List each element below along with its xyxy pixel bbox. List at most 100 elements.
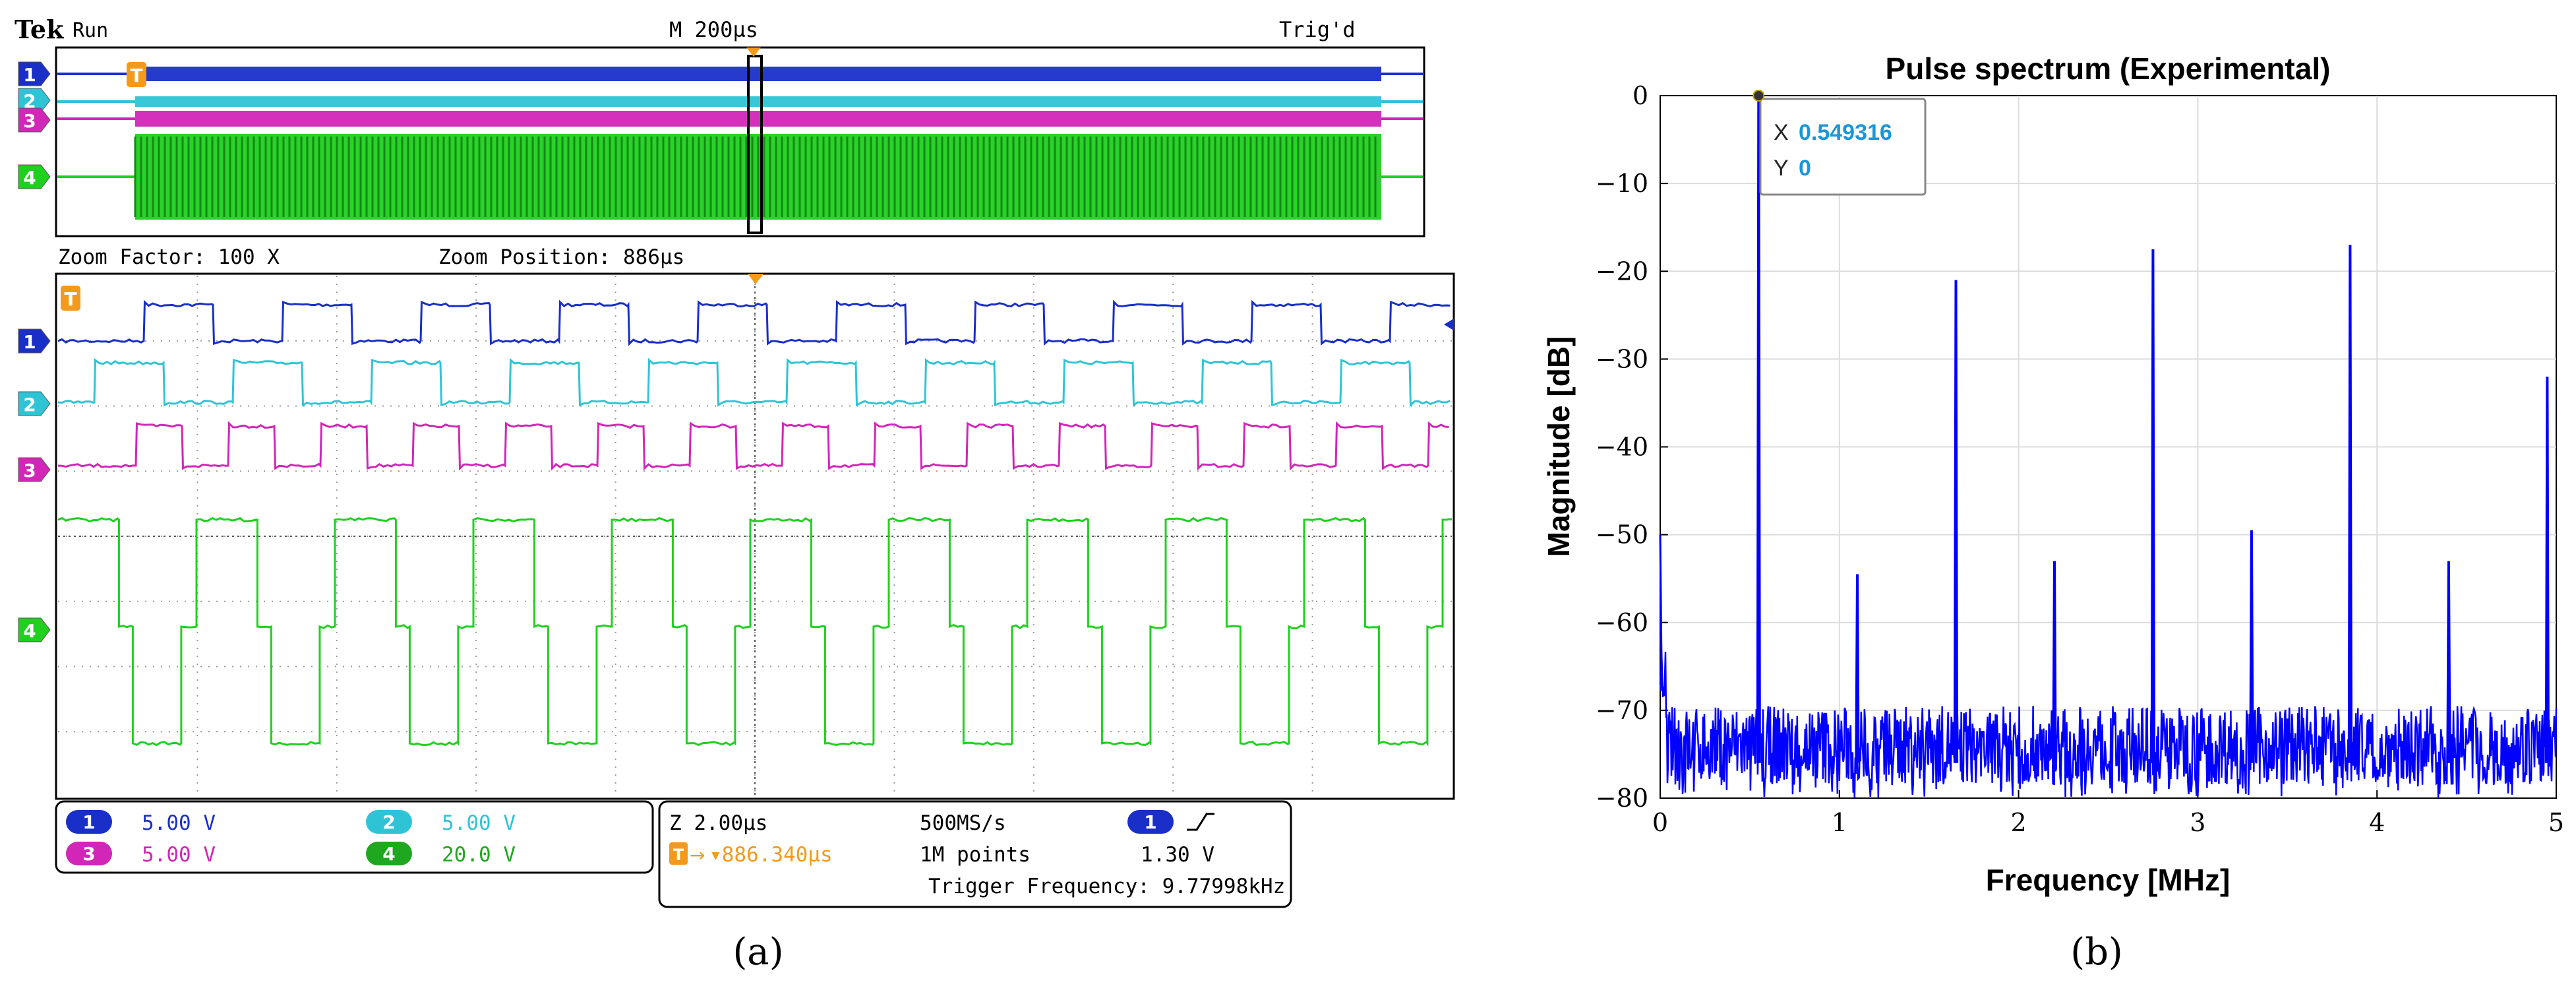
trigger-level-arrow-icon bbox=[1444, 319, 1454, 330]
overview-marker-ch3: 3 bbox=[18, 108, 51, 133]
trigger-source-readout[interactable]: 1 bbox=[1127, 810, 1214, 834]
y-tick-label: 0 bbox=[1632, 81, 1648, 110]
zoom-channel-markers: 1 2 3 4 bbox=[18, 328, 51, 642]
x-tick-label: 5 bbox=[2548, 808, 2564, 837]
caption-a: (a) bbox=[733, 931, 783, 974]
svg-text:→: → bbox=[690, 844, 705, 866]
y-tick-labels: 0 −10 −20 −30 −40 −50 −60 −70 −80 bbox=[1596, 81, 1648, 813]
spectrum-peak-4 bbox=[2052, 561, 2057, 763]
trigger-frequency: Trigger Frequency: 9.77998kHz bbox=[928, 875, 1285, 898]
x-tick-label: 4 bbox=[2369, 808, 2385, 837]
datatip-x-label: X bbox=[1774, 120, 1789, 145]
svg-text:T: T bbox=[64, 288, 76, 310]
datatip-y-value: 0 bbox=[1799, 156, 1811, 181]
scope-brand: Tek bbox=[15, 15, 64, 44]
zoom-trace-ch4 bbox=[57, 516, 1453, 747]
zoom-trace-ch1 bbox=[57, 299, 1451, 346]
x-tick-label: 0 bbox=[1652, 808, 1668, 837]
overview-marker-ch2: 2 bbox=[18, 88, 51, 113]
zoom-scale: Z 2.00µs bbox=[669, 811, 767, 835]
svg-text:4: 4 bbox=[382, 843, 395, 865]
zoom-window-box[interactable] bbox=[747, 55, 763, 234]
overview-marker-ch1: 1 bbox=[18, 61, 51, 86]
zoom-trigger-marker: T bbox=[61, 286, 80, 311]
caption-b: (b) bbox=[2070, 931, 2123, 974]
spectrum-panel: 0 1 2 3 4 5 0 −10 −20 −30 −40 −50 −60 −70 −80 Pulse s… bbox=[1542, 51, 2564, 974]
dc-edge-trace bbox=[1659, 534, 1663, 675]
y-tick-label: −60 bbox=[1596, 608, 1648, 637]
y-tick-label: −70 bbox=[1596, 696, 1648, 725]
svg-text:4: 4 bbox=[23, 620, 36, 642]
y-tick-label: −10 bbox=[1596, 169, 1648, 198]
svg-text:5.00 V: 5.00 V bbox=[142, 811, 216, 835]
svg-text:20.0 V: 20.0 V bbox=[442, 843, 516, 867]
record-length: 1M points bbox=[920, 843, 1031, 867]
svg-text:4: 4 bbox=[23, 167, 36, 189]
svg-text:3: 3 bbox=[23, 460, 36, 482]
chart-title: Pulse spectrum (Experimental) bbox=[1886, 51, 2331, 86]
spectrum-peak-6 bbox=[2249, 530, 2254, 763]
y-tick-label: −40 bbox=[1596, 433, 1648, 462]
y-tick-label: −30 bbox=[1596, 344, 1648, 373]
y-tick-label: −50 bbox=[1596, 520, 1648, 549]
spectrum-peak-8 bbox=[2446, 561, 2451, 763]
overview-trace-ch3-burst bbox=[135, 111, 1381, 127]
datatip[interactable]: X 0.549316 Y 0 bbox=[1752, 90, 1927, 196]
spectrum-peak-1 bbox=[1756, 95, 1761, 763]
channel-readout-box bbox=[55, 800, 654, 874]
datatip-y-label: Y bbox=[1774, 156, 1789, 181]
svg-text:3: 3 bbox=[23, 110, 36, 132]
trigger-position-readout: T → ▾886.340µs bbox=[669, 842, 833, 867]
spectrum-peak-2 bbox=[1855, 574, 1860, 763]
zoom-marker-ch1: 1 bbox=[18, 328, 51, 354]
overview-trace-ch2-burst bbox=[135, 96, 1381, 107]
spectrum-peak-7 bbox=[2347, 245, 2353, 763]
svg-text:1: 1 bbox=[82, 811, 95, 833]
overview-trace-ch1-burst bbox=[135, 67, 1381, 81]
x-tick-label: 2 bbox=[2011, 808, 2027, 837]
x-tick-labels: 0 1 2 3 4 5 bbox=[1652, 808, 2564, 837]
svg-text:2: 2 bbox=[23, 394, 36, 416]
svg-text:1: 1 bbox=[1144, 811, 1156, 833]
spectrum-peak-3 bbox=[1953, 280, 1959, 763]
x-axis-label: Frequency [MHz] bbox=[1986, 863, 2231, 897]
ch1-readout[interactable]: 1 5.00 V bbox=[66, 810, 216, 835]
ch3-readout[interactable]: 3 5.00 V bbox=[66, 842, 216, 867]
overview-marker-ch4: 4 bbox=[18, 164, 51, 189]
overview-ch4-texture bbox=[134, 137, 1377, 217]
svg-text:▾886.340µs: ▾886.340µs bbox=[709, 843, 833, 867]
ch4-readout[interactable]: 4 20.0 V bbox=[366, 842, 516, 867]
zoom-marker-ch2: 2 bbox=[18, 391, 51, 416]
overview-trigger-arrow-icon bbox=[746, 47, 761, 57]
svg-text:2: 2 bbox=[23, 90, 36, 112]
zoom-trace-ch3 bbox=[57, 421, 1449, 471]
zoom-traces bbox=[57, 299, 1453, 747]
x-tick-label: 1 bbox=[1832, 808, 1847, 837]
trigger-slope-icon bbox=[1187, 813, 1214, 831]
datatip-marker bbox=[1752, 90, 1765, 102]
svg-text:5.00 V: 5.00 V bbox=[442, 811, 516, 835]
datatip-x-value: 0.549316 bbox=[1799, 120, 1892, 145]
svg-text:T: T bbox=[130, 65, 142, 86]
svg-text:1: 1 bbox=[23, 331, 36, 353]
spectrum-peaks bbox=[1756, 95, 2550, 763]
zoom-marker-ch4: 4 bbox=[18, 617, 51, 642]
zoom-marker-ch3: 3 bbox=[18, 457, 51, 482]
y-tick-label: −20 bbox=[1596, 257, 1648, 286]
zoom-position: Zoom Position: 886µs bbox=[438, 245, 684, 269]
svg-text:3: 3 bbox=[82, 843, 95, 865]
zoom-factor: Zoom Factor: 100 X bbox=[58, 245, 280, 269]
overview-channel-markers: 1 23 4 bbox=[18, 61, 51, 189]
svg-text:5.00 V: 5.00 V bbox=[142, 843, 216, 867]
scope-trigger-state: Trig'd bbox=[1279, 17, 1356, 42]
overview-trigger-marker: T bbox=[127, 62, 146, 87]
spectrum-series bbox=[1659, 534, 2558, 798]
svg-text:T: T bbox=[673, 846, 684, 864]
y-axis-label: Magnitude [dB] bbox=[1542, 336, 1576, 557]
zoom-trigger-arrow-icon bbox=[748, 274, 764, 284]
spectrum-grid bbox=[1660, 95, 2557, 799]
ch2-readout[interactable]: 2 5.00 V bbox=[366, 810, 516, 835]
spectrum-peak-9 bbox=[2544, 376, 2550, 763]
